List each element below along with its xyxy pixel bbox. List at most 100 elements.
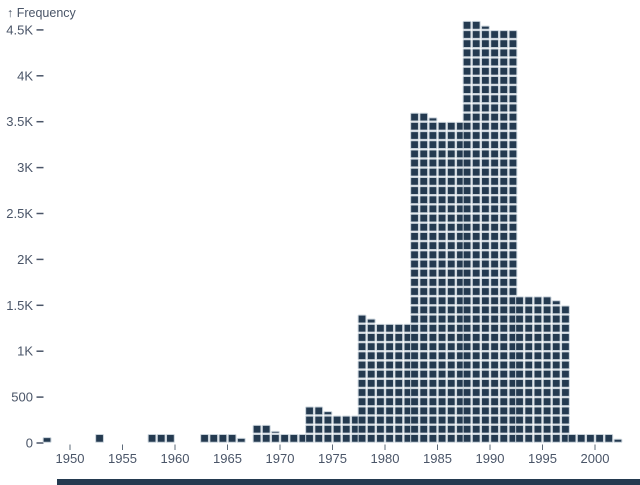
waffle-cell [446,232,456,241]
waffle-cell-partial [551,300,561,306]
waffle-cell [376,434,385,443]
waffle-cell [341,434,351,443]
waffle-cell [428,378,438,388]
waffle-cell [462,176,472,186]
waffle-cell [446,333,456,342]
waffle-cell [471,140,481,150]
waffle-cell [437,314,447,324]
waffle-cell [499,112,509,122]
bar-1970 [252,424,308,443]
waffle-cell [490,30,499,39]
waffle-cell [533,388,543,397]
waffle-cell [332,424,342,434]
waffle-cell [462,378,472,388]
waffle-cell [419,424,429,434]
waffle-cell [471,39,481,49]
waffle-cell [499,213,509,223]
waffle-cell [419,250,429,260]
waffle-cell [561,351,570,361]
waffle-cell [428,250,438,260]
waffle-cell-partial [613,438,623,443]
waffle-cell [499,360,509,370]
waffle-cell [419,305,429,315]
waffle-cell [357,424,367,434]
waffle-cell [366,406,376,416]
waffle-cell [471,131,481,140]
bar-1955 [95,434,104,443]
y-tick-label: 3.5K [6,114,33,129]
waffle-cell [446,121,456,131]
waffle-cell [462,149,472,159]
waffle-cell [437,277,447,287]
waffle-cell [419,397,429,407]
waffle-cell [490,204,499,214]
waffle-cell [481,66,490,76]
waffle-cell [481,333,490,342]
x-tick-label: 1970 [266,451,295,466]
waffle-cell [490,176,499,186]
waffle-cell [471,85,481,94]
waffle-cell [481,415,490,425]
bar-2000 [567,434,623,443]
waffle-cell [366,342,376,352]
waffle-cell [209,434,219,443]
waffle-cell [471,424,481,434]
waffle-cell [542,397,552,407]
waffle-cell [446,186,456,195]
waffle-cell [462,241,472,251]
waffle-cell [604,434,614,443]
waffle-cell [499,57,509,67]
waffle-cell [366,323,376,333]
waffle-cell [428,213,438,223]
bar-1990 [462,20,518,443]
waffle-cell-partial [271,430,280,434]
waffle-cell [462,434,472,443]
waffle-cell [490,140,499,150]
waffle-cell [471,66,481,76]
waffle-cell [508,167,518,177]
waffle-cell [490,149,499,159]
waffle-cell [446,314,456,324]
waffle-cell [551,314,561,324]
waffle-cell [394,388,404,397]
waffle-cell [394,397,404,407]
waffle-cell [490,415,499,425]
waffle-cell [446,434,456,443]
waffle-cell [490,388,499,397]
waffle-cell [524,378,534,388]
waffle-cell [481,112,490,122]
waffle-cell [524,369,534,379]
waffle-cell [481,277,490,287]
waffle-cell [462,20,472,30]
y-tick-dash [36,29,44,31]
waffle-cell [437,241,447,251]
waffle-cell [508,103,518,113]
waffle-cell [305,406,314,416]
waffle-cell [542,333,552,342]
waffle-cell [499,176,509,186]
waffle-cell [481,195,490,205]
waffle-cell [437,360,447,370]
waffle-cell [490,369,499,379]
waffle-cell [366,333,376,342]
waffle-cell [446,149,456,159]
waffle-cell [410,434,419,443]
waffle-cell [471,415,481,425]
waffle-cell [462,195,472,205]
waffle-cell [471,204,481,214]
waffle-cell [428,434,438,443]
waffle-cell [508,222,518,232]
waffle-cell [508,232,518,241]
waffle-cell [446,176,456,186]
waffle-cell [410,149,419,159]
waffle-cell [481,167,490,177]
waffle-cell [490,314,499,324]
waffle-cell [462,360,472,370]
waffle-cell [508,213,518,223]
y-tick-label: 2.5K [6,206,33,221]
waffle-cell [419,149,429,159]
waffle-cell [419,222,429,232]
waffle-cell [471,406,481,416]
waffle-cell [481,351,490,361]
waffle-cell [524,415,534,425]
